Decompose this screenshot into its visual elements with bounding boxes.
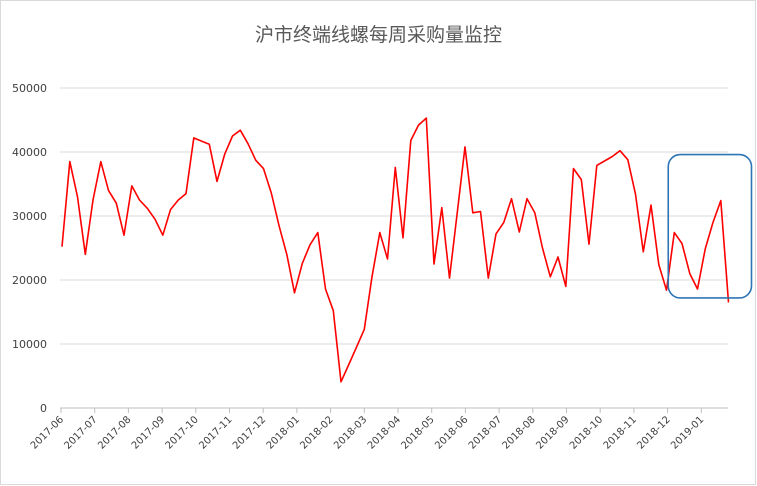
x-tick-label: 2017-10: [164, 414, 201, 451]
x-tick-label: 2018-02: [298, 414, 335, 451]
x-tick-label: 2018-12: [635, 414, 672, 451]
y-tick-label: 50000: [12, 82, 47, 95]
chart-title: 沪市终端线螺每周采购量监控: [254, 24, 502, 46]
x-tick-label: 2018-07: [467, 414, 504, 451]
x-tick-label: 2017-12: [231, 414, 268, 451]
x-tick-label: 2018-11: [602, 414, 639, 451]
y-tick-label: 20000: [12, 274, 47, 287]
y-tick-label: 30000: [12, 210, 47, 223]
x-tick-label: 2018-01: [265, 414, 302, 451]
x-tick-label: 2018-10: [568, 414, 605, 451]
x-tick-label: 2018-03: [332, 414, 369, 451]
x-tick-label: 2017-08: [96, 414, 133, 451]
x-tick-label: 2018-05: [399, 414, 436, 451]
x-tick-label: 2017-09: [130, 414, 167, 451]
x-tick-label: 2018-06: [433, 414, 470, 451]
x-tick-label: 2017-11: [197, 414, 234, 451]
y-tick-label: 10000: [12, 338, 47, 351]
x-tick-label: 2017-07: [62, 414, 99, 451]
x-tick-label: 2019-01: [669, 414, 706, 451]
y-tick-label: 40000: [12, 146, 47, 159]
highlight-box: [667, 153, 753, 299]
x-tick-label: 2017-06: [29, 414, 66, 451]
series-line: [61, 117, 730, 383]
x-tick-label: 2018-09: [534, 414, 571, 451]
x-tick-label: 2018-04: [366, 414, 403, 451]
y-tick-label: 0: [40, 402, 47, 415]
x-tick-label: 2018-08: [501, 414, 538, 451]
